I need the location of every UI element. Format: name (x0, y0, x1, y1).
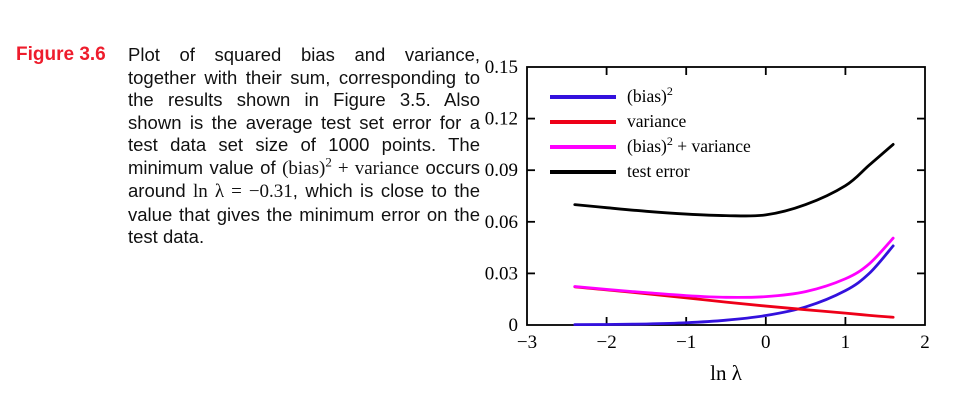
y-tick-label: 0.09 (485, 160, 518, 181)
legend-swatch-variance (550, 119, 616, 124)
x-tick-label: 2 (920, 332, 930, 353)
plot-frame (526, 66, 926, 326)
legend-label: test error (627, 161, 690, 181)
curve-bias-squared (573, 244, 895, 327)
legend-swatch-bias-squared (550, 94, 616, 99)
figure-caption: Figure 3.6 Plot of squared bias and vari… (16, 44, 480, 249)
legend-label: (bias)2 + variance (627, 134, 751, 156)
x-axis-label: ln λ (710, 361, 743, 385)
x-tick-label: 1 (841, 332, 851, 353)
y-tick-label: 0.15 (485, 57, 518, 78)
x-tick-label: −1 (676, 332, 696, 353)
y-tick-label: 0.03 (485, 263, 518, 284)
caption-math-lnlambda: ln λ = −0.31 (193, 181, 293, 202)
curve-bias-squared-plus-variance (573, 236, 895, 299)
legend-item-variance: variance (550, 109, 751, 134)
y-tick-label: 0.06 (485, 212, 518, 233)
curve-test-error (573, 143, 895, 218)
legend-label: variance (627, 111, 687, 131)
legend-label: (bias)2 (627, 84, 673, 106)
y-tick-label: 0 (509, 315, 519, 336)
x-tick-label: −3 (517, 332, 537, 353)
legend: (bias)2 variance (bias)2 + variance test er… (550, 84, 751, 184)
x-tick-label: 0 (761, 332, 771, 353)
caption-text-1: Plot of squared bias and variance, toget… (128, 44, 480, 178)
x-tick-label: −2 (596, 332, 616, 353)
legend-item-bias-squared: (bias)2 (550, 84, 751, 109)
caption-text-2: occurs around (128, 156, 480, 202)
legend-swatch-test-error (550, 169, 616, 174)
figure-label: Figure 3.6 (16, 44, 106, 65)
caption-text-3: , which is close to the value that gives… (128, 180, 480, 247)
y-tick-label: 0.12 (485, 109, 518, 130)
legend-swatch-bias-squared-plus-variance (550, 144, 616, 149)
caption-math-bias-variance: (bias)2 + variance (282, 154, 420, 179)
figure-caption-text: Plot of squared bias and variance, toget… (128, 44, 480, 249)
legend-item-bias-squared-plus-variance: (bias)2 + variance (550, 134, 751, 159)
legend-item-test-error: test error (550, 159, 751, 184)
